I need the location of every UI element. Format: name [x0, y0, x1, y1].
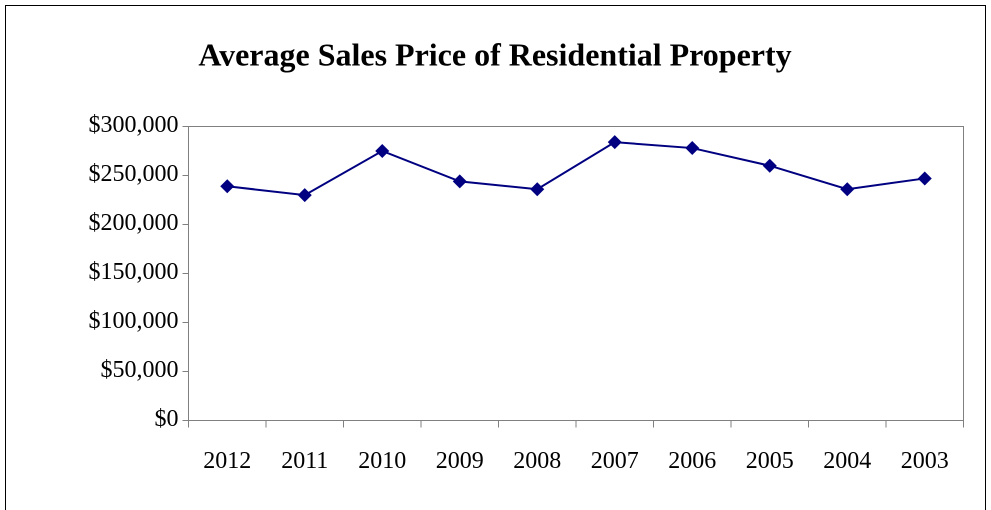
marker	[762, 158, 777, 173]
x-tick-label: 2006	[668, 448, 716, 474]
y-tick-label: $50,000	[101, 357, 179, 383]
x-tick-label: 2009	[436, 448, 484, 474]
x-tick-label: 2010	[358, 448, 406, 474]
marker	[220, 179, 235, 194]
marker	[297, 188, 312, 203]
marker	[452, 174, 467, 189]
marker	[530, 182, 545, 197]
y-tick-label: $150,000	[89, 259, 179, 285]
marker	[607, 135, 622, 150]
y-tick-label: $200,000	[89, 210, 179, 236]
marker	[917, 171, 932, 186]
x-tick-label: 2004	[823, 448, 871, 474]
y-tick-label: $300,000	[89, 112, 179, 138]
plot-area	[188, 126, 964, 421]
marker	[685, 141, 700, 156]
x-tick-label: 2008	[513, 448, 561, 474]
marker	[375, 144, 390, 158]
x-tick-label: 2003	[901, 448, 949, 474]
series-line	[227, 141, 925, 197]
chart-title: Average Sales Price of Residential Prope…	[198, 36, 791, 72]
y-tick-label: $250,000	[89, 161, 179, 187]
marker	[840, 182, 855, 197]
x-tick-label: 2007	[591, 448, 639, 474]
y-tick-label: $100,000	[89, 308, 179, 334]
y-tick-label: $0	[155, 406, 179, 432]
x-tick-label: 2005	[746, 448, 794, 474]
x-tick-label: 2012	[203, 448, 251, 474]
x-tick-label: 2011	[281, 448, 328, 474]
